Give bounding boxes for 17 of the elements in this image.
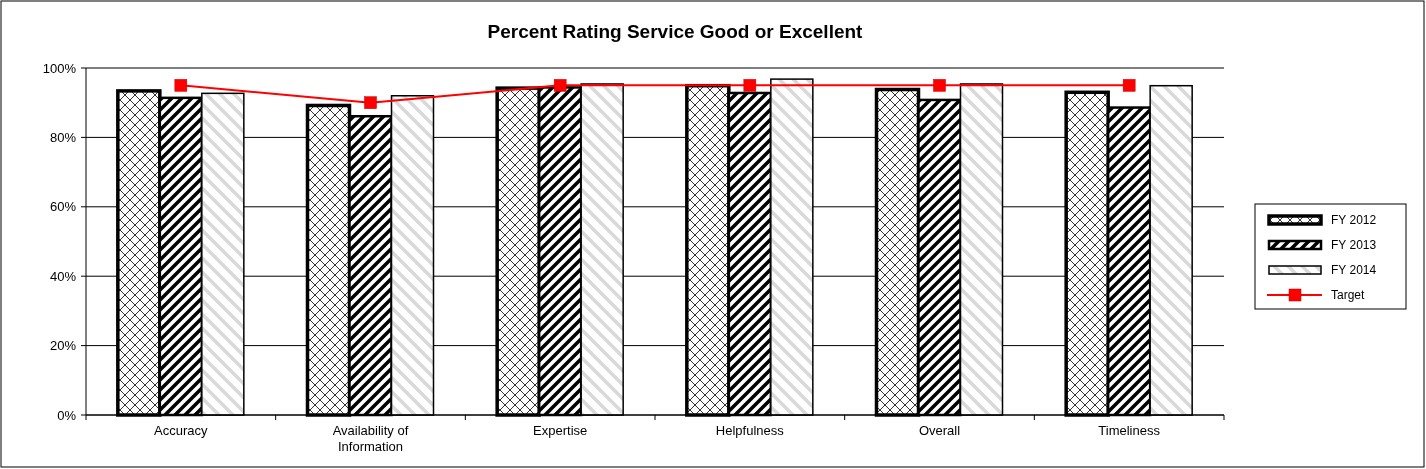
legend-label: Target — [1331, 288, 1366, 303]
y-tick-label: 0% — [57, 407, 77, 423]
legend-label: FY 2014 — [1331, 263, 1377, 278]
x-tick-label: Overall — [918, 423, 961, 438]
y-tick-label: 60% — [49, 199, 77, 215]
y-tick-label: 20% — [49, 338, 77, 354]
x-tick-label: Expertise — [533, 423, 588, 438]
x-tick-label: Availability of Information — [332, 423, 409, 454]
legend-label: FY 2013 — [1331, 238, 1377, 253]
y-tick-label: 100% — [42, 60, 77, 76]
x-tick-label: Helpfulness — [715, 423, 785, 438]
legend-label: FY 2012 — [1331, 213, 1377, 228]
x-tick-label: Timeliness — [1098, 423, 1161, 438]
chart-title: Percent Rating Service Good or Excellent — [487, 21, 864, 42]
y-tick-label: 80% — [49, 129, 77, 145]
y-tick-label: 40% — [49, 268, 77, 284]
x-tick-label: Accuracy — [154, 423, 209, 438]
